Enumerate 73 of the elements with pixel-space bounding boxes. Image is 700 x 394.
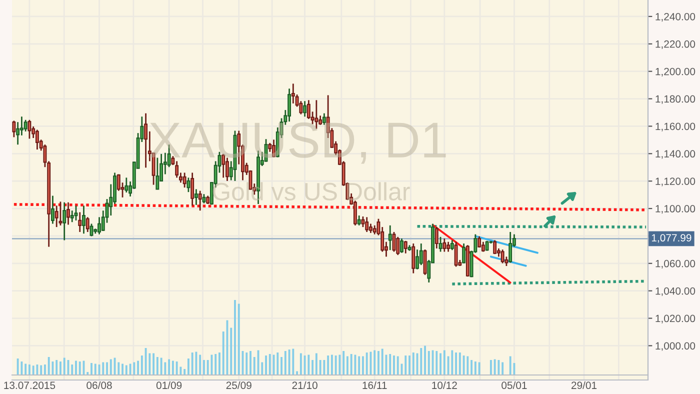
x-tick-label: 16/11 [362, 381, 387, 390]
candlestick [74, 204, 78, 222]
candlestick [303, 100, 307, 118]
x-tick-label: 29/01 [572, 381, 597, 390]
y-tick-label: 1,040.00 [656, 287, 696, 296]
candlestick [58, 200, 62, 226]
x-tick-label: 21/10 [292, 381, 318, 390]
candlestick [124, 176, 128, 194]
y-tick-label: 1,000.00 [656, 342, 696, 351]
y-tick-label: 1,100.00 [656, 205, 696, 214]
candlestick [86, 216, 90, 233]
candlestick [98, 216, 101, 236]
candlestick [450, 240, 454, 251]
candlestick [70, 210, 74, 223]
candlestick [291, 82, 295, 104]
candlestick [423, 248, 427, 276]
candlestick [182, 172, 186, 188]
y-tick-label: 1,060.00 [656, 260, 696, 268]
y-tick-label: 1,140.00 [656, 150, 696, 159]
candlestick [186, 176, 190, 193]
candlestick [51, 195, 54, 224]
y-tick-label: 1,200.00 [656, 68, 696, 76]
candlestick [462, 242, 466, 264]
candlestick [202, 193, 206, 204]
x-tick-label: 05/01 [502, 381, 527, 390]
y-tick-label: 1,120.00 [656, 178, 696, 186]
x-tick-label: 06/08 [86, 381, 112, 390]
candlestick [419, 242, 423, 266]
y-tick-label: 1,180.00 [656, 95, 696, 104]
y-tick-label: 1,160.00 [656, 122, 696, 132]
x-tick-label: 10/12 [432, 381, 457, 390]
candlestick [288, 88, 291, 122]
candlestick [412, 242, 416, 274]
candlestick [400, 238, 404, 254]
candlestick [66, 202, 70, 226]
candlestick [24, 119, 28, 132]
candlestick [198, 190, 202, 212]
candlestick [493, 240, 497, 255]
candlestick [190, 172, 194, 206]
candlestick [404, 240, 408, 254]
candlestick [365, 216, 369, 233]
y-tick-label: 1,240.00 [656, 12, 696, 22]
candlestick [357, 214, 361, 226]
candlestick [90, 223, 94, 237]
y-tick-label: 1,220.00 [656, 40, 696, 50]
candlestick [78, 212, 82, 233]
candlestick [508, 231, 512, 264]
candlestick [396, 236, 400, 256]
candlestick [82, 204, 86, 234]
candlestick [28, 119, 32, 140]
candlestick [62, 202, 66, 241]
ref-line-label: 1,077.99 [652, 234, 692, 243]
candlestick [446, 241, 450, 252]
x-tick-label: 01/09 [156, 381, 182, 390]
candlestick [438, 236, 442, 252]
candlestick [12, 120, 16, 138]
candlestick [500, 248, 504, 264]
x-tick-label: 13.07.2015 [4, 382, 56, 390]
candlestick [478, 236, 482, 248]
candlestick [442, 238, 446, 252]
candlestick [194, 188, 198, 206]
candlestick [35, 129, 39, 150]
candlestick [454, 241, 458, 268]
candlestick [353, 200, 357, 226]
candlestick [388, 224, 392, 251]
candlestick [306, 99, 310, 120]
candlestick [54, 204, 58, 228]
candlestick [434, 226, 438, 250]
x-tick-label: 25/09 [226, 381, 252, 390]
candlestick [144, 112, 148, 168]
candlestick [361, 216, 365, 228]
candlestick [485, 240, 489, 252]
y-tick-label: 1,020.00 [656, 314, 696, 324]
